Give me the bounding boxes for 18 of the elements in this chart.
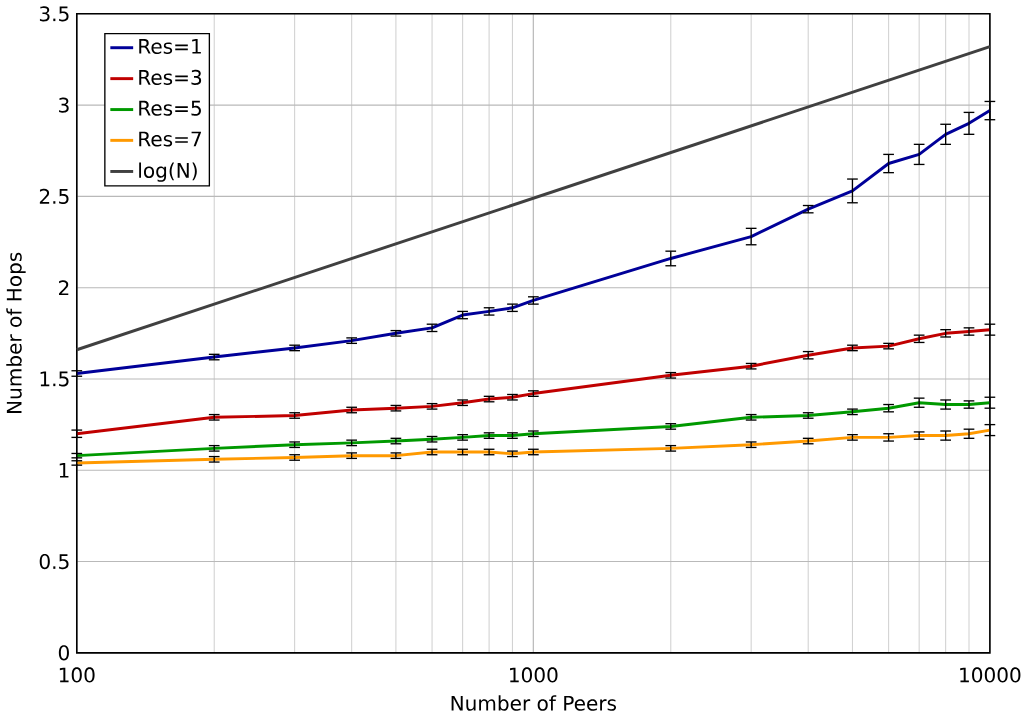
legend-label: log(N) bbox=[139, 162, 197, 182]
y-tick-label: 0.5 bbox=[39, 553, 69, 570]
legend-label: Res=7 bbox=[139, 131, 201, 147]
legend-label: Res=5 bbox=[139, 100, 201, 116]
y-tick-label: 2 bbox=[59, 280, 69, 296]
legend-label: Res=3 bbox=[139, 69, 202, 85]
x-axis-title: Number of Peers bbox=[451, 695, 617, 711]
y-tick-label: 0 bbox=[58, 645, 69, 661]
y-tick-label: 3.5 bbox=[39, 6, 69, 22]
x-tick-label: 100 bbox=[59, 667, 95, 683]
x-tick-label: 10000 bbox=[960, 667, 1021, 683]
legend-label: Res=1 bbox=[139, 38, 201, 54]
x-tick-label: 1000 bbox=[510, 667, 558, 683]
y-tick-label: 1 bbox=[59, 462, 69, 478]
y-tick-label: 1.5 bbox=[40, 371, 69, 387]
y-tick-label: 2.5 bbox=[39, 188, 69, 204]
y-axis-title: Number of Hops bbox=[6, 252, 26, 413]
y-tick-label: 3 bbox=[59, 97, 69, 113]
